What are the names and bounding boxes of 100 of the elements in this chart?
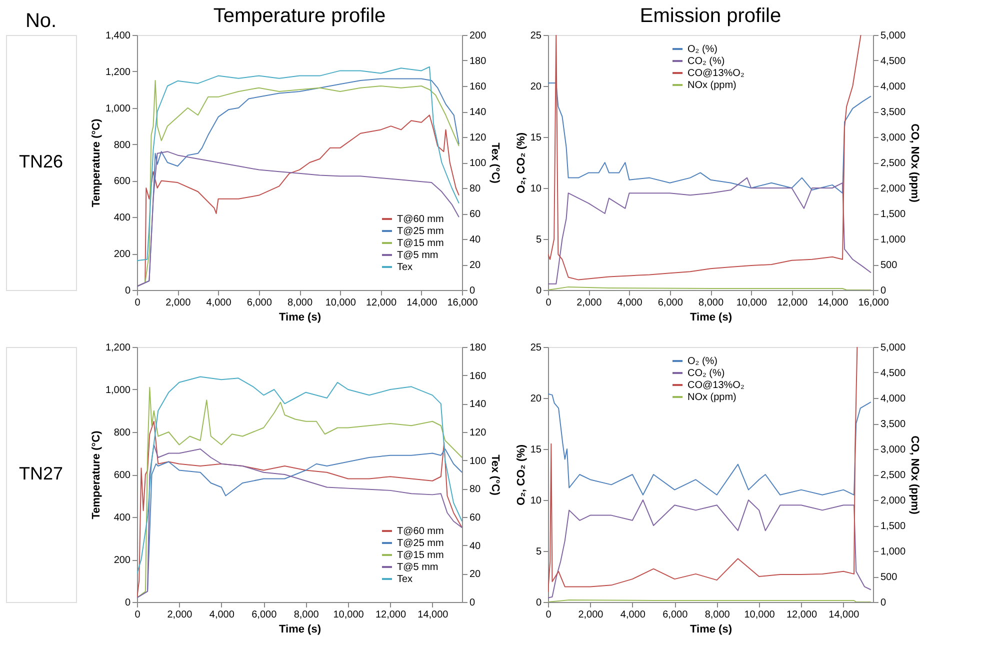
- x-tick-label: 0: [134, 298, 141, 308]
- x-axis-title: Time (s): [279, 624, 322, 636]
- y-tick-label: 10: [530, 496, 542, 506]
- x-tick-label: 12,000: [366, 298, 397, 308]
- line-series: [548, 82, 872, 194]
- line-series: [548, 177, 872, 284]
- y2-tick-label: 2,500: [880, 470, 906, 481]
- x-tick-label: 4,000: [206, 298, 232, 308]
- line-series: [137, 151, 460, 287]
- line-series: [548, 35, 862, 280]
- y2-axis-title: Tex (°C): [489, 454, 502, 496]
- legend-label: O₂ (%): [688, 356, 718, 367]
- x-tick-label: 10,000: [333, 610, 364, 620]
- x-tick-label: 10,000: [744, 610, 776, 620]
- line-series: [548, 500, 872, 598]
- y-axis-title: Temperature (°C): [90, 118, 102, 208]
- text: TN26: [18, 152, 64, 172]
- x-tick-label: 8,000: [294, 610, 320, 620]
- y-tick-label: 25: [530, 342, 542, 354]
- x-axis-title: Time (s): [690, 312, 732, 324]
- legend-label: T@15 mm: [397, 238, 444, 249]
- y-tick-label: 1,000: [105, 103, 131, 114]
- y2-tick-label: 20: [470, 569, 482, 580]
- legend-label: T@5 mm: [397, 250, 438, 261]
- y2-tick-label: 140: [470, 399, 487, 410]
- y2-tick-label: 3,000: [880, 132, 906, 144]
- y-tick-label: 400: [114, 512, 131, 524]
- x-tick-label: 12,000: [375, 610, 406, 620]
- chart-title: Emission profile: [640, 5, 782, 27]
- y2-axis-title: Tex (°C): [489, 142, 502, 184]
- line-series: [137, 376, 462, 574]
- legend-label: NOx (ppm): [688, 392, 736, 403]
- x-tick-label: 16,000: [858, 298, 890, 308]
- y-tick-label: 200: [114, 249, 131, 260]
- y-tick-label: 800: [114, 140, 131, 151]
- x-tick-label: 4,000: [620, 610, 646, 620]
- legend-label: CO@13%O₂: [688, 380, 744, 391]
- y2-tick-label: 2,500: [880, 158, 906, 169]
- y2-tick-label: 4,500: [880, 56, 906, 67]
- y2-tick-label: 2,000: [880, 184, 906, 194]
- x-tick-label: 0: [134, 610, 141, 620]
- legend-label: NOx (ppm): [688, 80, 736, 91]
- x-tick-label: 2,000: [578, 610, 604, 620]
- text: TN27: [18, 464, 64, 484]
- chart-title: Temperature profile: [213, 5, 386, 27]
- y-axis-title: O₂, CO₂ (%): [515, 444, 528, 506]
- y2-tick-label: 1,500: [880, 521, 906, 532]
- y2-tick-label: 4,000: [880, 394, 906, 404]
- y2-tick-label: 3,000: [880, 444, 906, 456]
- y-tick-label: 600: [114, 176, 131, 188]
- y2-tick-label: 100: [470, 158, 487, 169]
- y2-tick-label: 500: [880, 260, 898, 271]
- y-tick-label: 800: [114, 428, 131, 438]
- y-tick-label: 0: [124, 286, 131, 296]
- x-tick-label: 12,000: [776, 298, 808, 308]
- y2-tick-label: 120: [470, 428, 487, 438]
- y2-tick-label: 160: [470, 82, 487, 92]
- y2-tick-label: 180: [470, 342, 487, 354]
- y2-tick-label: 2,000: [880, 496, 906, 506]
- y2-tick-label: 60: [470, 209, 482, 220]
- y-tick-label: 5: [536, 234, 542, 246]
- y-tick-label: 5: [536, 546, 542, 558]
- legend-label: T@5 mm: [397, 562, 438, 573]
- y-tick-label: 0: [124, 598, 131, 608]
- x-axis-title: Time (s): [690, 624, 732, 636]
- x-tick-label: 6,000: [658, 298, 684, 308]
- legend-label: Tex: [397, 574, 413, 585]
- x-tick-label: 2,000: [576, 298, 602, 308]
- y-tick-label: 10: [530, 184, 542, 194]
- legend-label: T@60 mm: [397, 214, 444, 225]
- legend-label: T@60 mm: [397, 526, 444, 537]
- legend-label: CO₂ (%): [688, 56, 725, 67]
- y2-tick-label: 0: [470, 598, 476, 608]
- x-tick-label: 4,000: [209, 610, 235, 620]
- y-tick-label: 400: [114, 212, 131, 224]
- y-tick-label: 1,400: [105, 30, 131, 42]
- legend-label: CO@13%O₂: [688, 68, 744, 79]
- line-series: [548, 347, 858, 592]
- y2-tick-label: 3,500: [880, 419, 906, 430]
- x-tick-label: 10,000: [736, 298, 768, 308]
- y2-tick-label: 1,000: [880, 234, 906, 246]
- y2-tick-label: 5,000: [880, 30, 906, 42]
- y2-tick-label: 40: [470, 540, 482, 552]
- y2-tick-label: 4,500: [880, 368, 906, 379]
- y2-tick-label: 0: [880, 598, 886, 608]
- y-tick-label: 1,200: [105, 342, 131, 354]
- x-tick-label: 8,000: [698, 298, 724, 308]
- line-series: [137, 386, 462, 598]
- x-tick-label: 4,000: [617, 298, 643, 308]
- x-tick-label: 2,000: [167, 610, 193, 620]
- y2-tick-label: 3,500: [880, 107, 906, 118]
- x-tick-label: 14,000: [828, 610, 860, 620]
- y2-axis-title: CO, NOx (ppm): [908, 124, 921, 203]
- y2-tick-label: 1,500: [880, 209, 906, 220]
- y2-tick-label: 0: [880, 286, 886, 296]
- y2-tick-label: 0: [470, 286, 476, 296]
- y2-tick-label: 5,000: [880, 342, 906, 354]
- x-tick-label: 0: [546, 610, 552, 620]
- line-series: [548, 393, 872, 496]
- x-tick-label: 2,000: [166, 298, 192, 308]
